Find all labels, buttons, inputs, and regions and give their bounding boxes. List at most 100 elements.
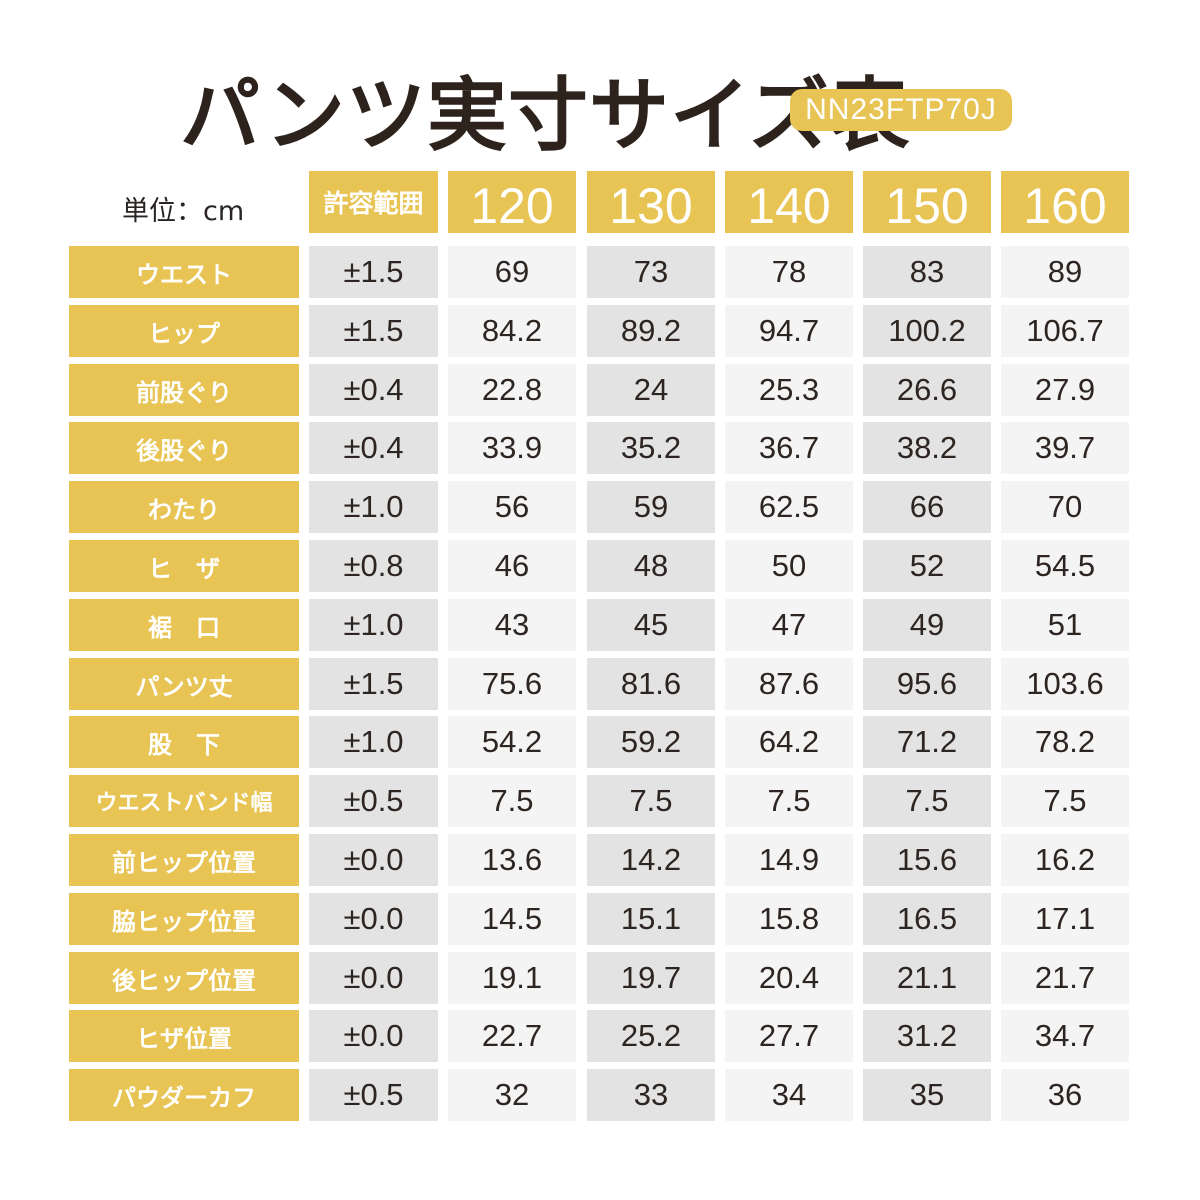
value-cell: 27.7	[725, 1010, 853, 1062]
value-cell: 15.1	[587, 893, 715, 945]
size-header-160: 160	[1001, 171, 1129, 234]
value-cell: 47	[725, 599, 853, 651]
row-label: 脇ヒップ位置	[69, 893, 299, 945]
value-cell: 22.7	[448, 1010, 576, 1062]
row-label: ヒップ	[69, 305, 299, 357]
tolerance-cell: ±0.0	[309, 952, 438, 1004]
value-cell: 34.7	[1001, 1010, 1129, 1062]
value-cell: 15.8	[725, 893, 853, 945]
row-label: パンツ丈	[69, 658, 299, 710]
tolerance-cell: ±1.0	[309, 716, 438, 768]
tolerance-cell: ±0.4	[309, 364, 438, 416]
value-cell: 94.7	[725, 305, 853, 357]
tolerance-cell: ±1.5	[309, 246, 438, 298]
size-header-120: 120	[448, 171, 576, 234]
value-cell: 106.7	[1001, 305, 1129, 357]
value-cell: 84.2	[448, 305, 576, 357]
row-label: ヒ ザ	[69, 540, 299, 592]
tolerance-cell: ±0.0	[309, 1010, 438, 1062]
value-cell: 25.3	[725, 364, 853, 416]
value-cell: 20.4	[725, 952, 853, 1004]
tolerance-cell: ±0.4	[309, 422, 438, 474]
size-header-150: 150	[863, 171, 991, 234]
row-label: 前ヒップ位置	[69, 834, 299, 886]
value-cell: 31.2	[863, 1010, 991, 1062]
value-cell: 19.1	[448, 952, 576, 1004]
value-cell: 52	[863, 540, 991, 592]
value-cell: 62.5	[725, 481, 853, 533]
value-cell: 17.1	[1001, 893, 1129, 945]
tolerance-cell: ±0.8	[309, 540, 438, 592]
value-cell: 7.5	[448, 775, 576, 827]
value-cell: 32	[448, 1069, 576, 1121]
tolerance-cell: ±0.0	[309, 893, 438, 945]
value-cell: 7.5	[725, 775, 853, 827]
value-cell: 36	[1001, 1069, 1129, 1121]
tolerance-cell: ±0.5	[309, 1069, 438, 1121]
row-label: パウダーカフ	[69, 1069, 299, 1121]
value-cell: 87.6	[725, 658, 853, 710]
value-cell: 81.6	[587, 658, 715, 710]
tolerance-cell: ±0.5	[309, 775, 438, 827]
value-cell: 59.2	[587, 716, 715, 768]
value-cell: 54.2	[448, 716, 576, 768]
value-cell: 13.6	[448, 834, 576, 886]
value-cell: 43	[448, 599, 576, 651]
value-cell: 16.2	[1001, 834, 1129, 886]
value-cell: 56	[448, 481, 576, 533]
value-cell: 54.5	[1001, 540, 1129, 592]
value-cell: 21.1	[863, 952, 991, 1004]
value-cell: 83	[863, 246, 991, 298]
value-cell: 25.2	[587, 1010, 715, 1062]
tolerance-cell: ±0.0	[309, 834, 438, 886]
tolerance-cell: ±1.0	[309, 599, 438, 651]
row-label: 後ヒップ位置	[69, 952, 299, 1004]
size-header-130: 130	[587, 171, 715, 234]
value-cell: 7.5	[863, 775, 991, 827]
value-cell: 71.2	[863, 716, 991, 768]
value-cell: 69	[448, 246, 576, 298]
row-label: 股 下	[69, 716, 299, 768]
row-label: ヒザ位置	[69, 1010, 299, 1062]
value-cell: 24	[587, 364, 715, 416]
value-cell: 78.2	[1001, 716, 1129, 768]
value-cell: 48	[587, 540, 715, 592]
value-cell: 15.6	[863, 834, 991, 886]
page-title: パンツ実寸サイズ表	[180, 69, 911, 162]
value-cell: 49	[863, 599, 991, 651]
size-header-140: 140	[725, 171, 853, 234]
value-cell: 89	[1001, 246, 1129, 298]
value-cell: 38.2	[863, 422, 991, 474]
row-label: 裾 口	[69, 599, 299, 651]
value-cell: 14.2	[587, 834, 715, 886]
value-cell: 33	[587, 1069, 715, 1121]
value-cell: 19.7	[587, 952, 715, 1004]
row-label: 後股ぐり	[69, 422, 299, 474]
value-cell: 89.2	[587, 305, 715, 357]
model-code-badge: NN23FTP70J	[790, 89, 1012, 131]
value-cell: 26.6	[863, 364, 991, 416]
tolerance-cell: ±1.5	[309, 305, 438, 357]
value-cell: 35.2	[587, 422, 715, 474]
value-cell: 7.5	[587, 775, 715, 827]
value-cell: 39.7	[1001, 422, 1129, 474]
value-cell: 33.9	[448, 422, 576, 474]
value-cell: 64.2	[725, 716, 853, 768]
value-cell: 16.5	[863, 893, 991, 945]
value-cell: 22.8	[448, 364, 576, 416]
value-cell: 50	[725, 540, 853, 592]
value-cell: 21.7	[1001, 952, 1129, 1004]
tolerance-cell: ±1.5	[309, 658, 438, 710]
value-cell: 27.9	[1001, 364, 1129, 416]
value-cell: 75.6	[448, 658, 576, 710]
value-cell: 7.5	[1001, 775, 1129, 827]
row-label: 前股ぐり	[69, 364, 299, 416]
value-cell: 36.7	[725, 422, 853, 474]
value-cell: 73	[587, 246, 715, 298]
value-cell: 95.6	[863, 658, 991, 710]
value-cell: 103.6	[1001, 658, 1129, 710]
value-cell: 78	[725, 246, 853, 298]
tolerance-header: 許容範囲	[309, 171, 438, 233]
value-cell: 46	[448, 540, 576, 592]
tolerance-cell: ±1.0	[309, 481, 438, 533]
